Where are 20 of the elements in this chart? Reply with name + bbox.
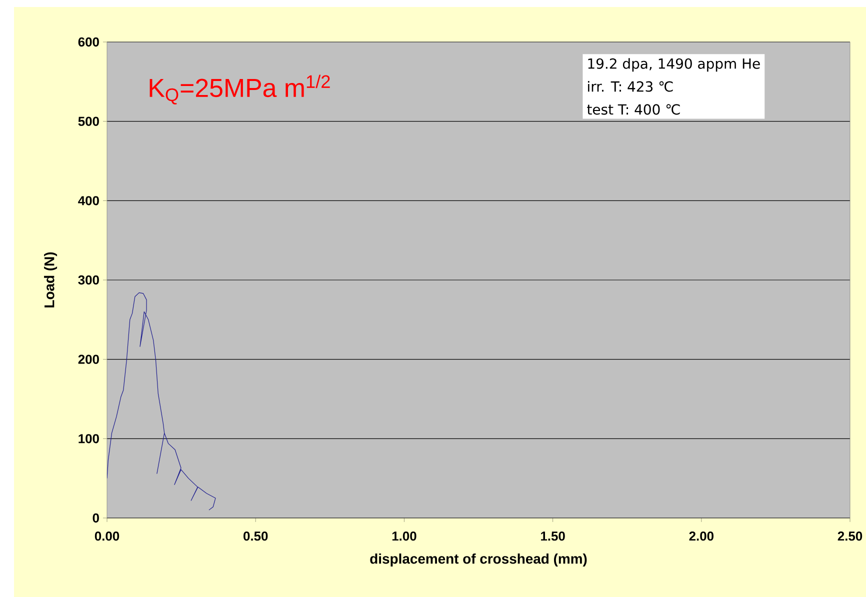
x-tick-label: 1.00	[392, 532, 416, 541]
annotation: 19.2 dpa, 1490 appm He	[588, 58, 760, 72]
y-axis-title: Load (N)	[44, 252, 58, 308]
annotation: irr. T: 423 ℃	[588, 81, 673, 92]
x-tick-label: 0.50	[244, 532, 268, 541]
y-tick-label: 200	[78, 354, 99, 364]
x-tick-label: 0.00	[94, 532, 120, 541]
y-tick-label: 0	[92, 513, 99, 523]
line-series	[107, 292, 216, 510]
x-tick-label: 2.00	[689, 532, 714, 541]
y-tick-label: 300	[78, 275, 99, 285]
annotation: K$_{Q}$=25MPa m$^{1/2}$	[150, 74, 330, 104]
y-tick-label: 400	[78, 196, 99, 206]
x-tick-label: 2.50	[838, 532, 862, 541]
y-tick-label: 500	[78, 116, 99, 126]
y-tick-label: 600	[78, 37, 99, 47]
annotation: test T: 400 ℃	[587, 104, 680, 115]
x-tick-label: 1.50	[541, 532, 565, 541]
y-tick-label: 100	[78, 434, 99, 444]
x-axis-title: displacement of crosshead (mm)	[370, 554, 587, 567]
